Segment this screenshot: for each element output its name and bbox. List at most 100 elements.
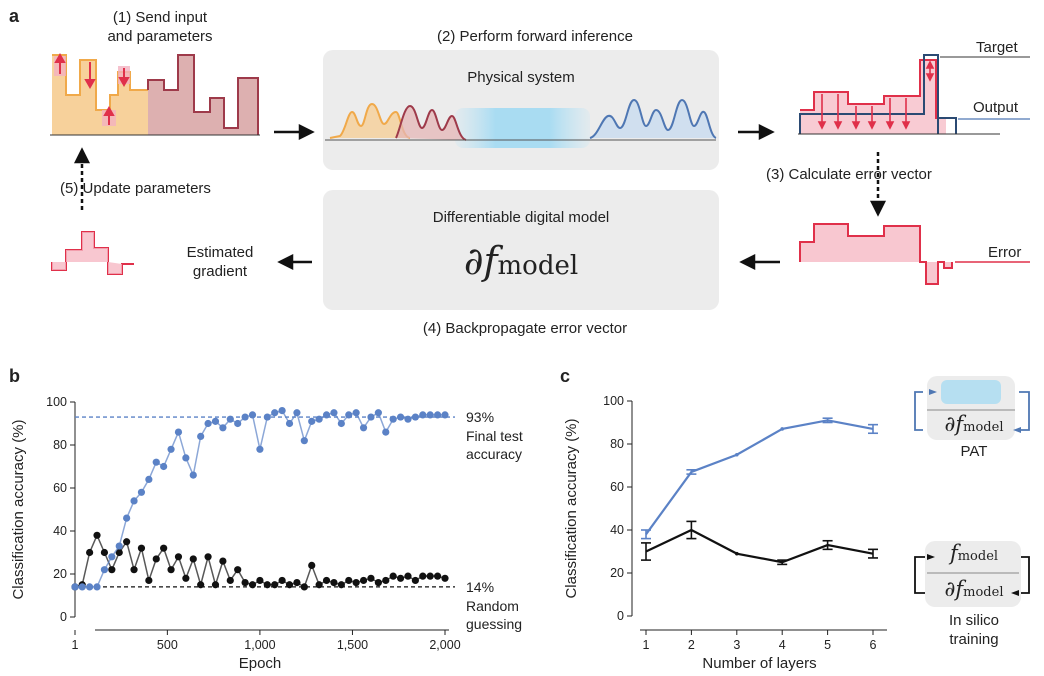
data-point-blue [167, 445, 175, 453]
x-axis-label-b: Epoch [239, 655, 282, 672]
data-point-black [345, 576, 353, 585]
data-point-blue [93, 583, 101, 591]
pat-icon-graphic [914, 376, 1030, 440]
data-point-black [145, 576, 153, 585]
data-point-blue [367, 413, 375, 421]
physical-system-waves [325, 98, 717, 148]
y-tick-label-b: 0 [60, 610, 67, 624]
data-point-black [389, 572, 397, 580]
data-point-black [86, 548, 94, 557]
target-output-plot [798, 54, 1030, 135]
in-silico-icon: fmodel ∂fmodel In silico training [905, 535, 1040, 660]
y-tick-label-b: 80 [53, 438, 67, 452]
data-point-blue [197, 432, 205, 440]
data-point-blue [160, 462, 168, 471]
insilico-df-math: ∂fmodel [929, 577, 1019, 601]
data-point-black [433, 572, 442, 580]
data-point-blue [189, 471, 197, 479]
panel-b-letter: b [9, 366, 20, 386]
x-tick-label-c: 5 [824, 638, 831, 652]
data-point-black [130, 566, 138, 574]
data-point-blue [241, 413, 249, 421]
estimated-gradient-label: Estimated gradient [170, 243, 270, 281]
data-point-black [137, 544, 146, 552]
data-point-blue [123, 514, 131, 522]
data-point-black [396, 574, 405, 582]
target-label: Target [976, 39, 1018, 56]
data-point-blue [211, 417, 220, 425]
data-point-black [100, 548, 109, 557]
pat-partial-f: ∂f [944, 412, 964, 436]
data-point-blue [145, 475, 153, 483]
data-point-black [411, 576, 419, 585]
data-point-black [374, 579, 382, 587]
data-point-blue [382, 428, 390, 436]
est-line2: gradient [192, 263, 248, 280]
data-point-blue [108, 553, 116, 561]
data-point-blue [419, 411, 427, 419]
data-point-blue [174, 428, 183, 436]
insilico-df-sub: model [963, 585, 1004, 600]
data-point-black [293, 579, 301, 587]
data-point-black [241, 579, 249, 587]
step2-label: (2) Perform forward inference [437, 28, 633, 45]
data-point-blue [256, 445, 264, 453]
data-point-black [226, 576, 234, 585]
digital-model-math: ∂fmodel [323, 238, 719, 289]
data-point-blue [226, 415, 234, 423]
data-point-blue [426, 411, 434, 419]
reference-value-label: 93% [466, 409, 494, 425]
data-point-blue [441, 411, 449, 419]
data-point-blue [137, 488, 146, 496]
data-point-blue [278, 407, 286, 415]
chart-b: 0 20 40 60 80 100 1 500 1,000 1,500 2,000 Epoch Clas… [10, 395, 523, 672]
data-point-blue [78, 583, 86, 591]
y-tick-label-c: 100 [603, 394, 624, 408]
digital-model-box [323, 190, 719, 310]
data-point-blue [271, 409, 279, 417]
pat-icon: ∂fmodel PAT [905, 370, 1040, 465]
x-tick-label-c: 6 [870, 638, 877, 652]
pat-model-sub: model [963, 420, 1004, 435]
data-point-blue [404, 415, 412, 423]
data-point-black [123, 538, 131, 546]
data-point-blue [204, 419, 212, 428]
data-point-blue [330, 409, 338, 417]
insilico-f: f [949, 541, 958, 565]
x-axis-label-c: Number of layers [702, 655, 816, 672]
data-point-blue [248, 411, 257, 419]
reference-note-line2: guessing [466, 616, 522, 632]
data-point-black [359, 576, 368, 585]
x-tick-label-c: 3 [733, 638, 740, 652]
x-tick-label-b: 2,000 [429, 638, 460, 652]
data-point-blue [293, 409, 301, 417]
data-point-blue [352, 409, 360, 417]
y-tick-label-b: 60 [53, 481, 67, 495]
x-tick-label-b: 1,000 [244, 638, 275, 652]
x-tick-label-b: 1,500 [337, 638, 368, 652]
data-point-black [419, 572, 427, 580]
data-point-black [271, 581, 279, 589]
data-point-black [322, 576, 331, 585]
chart-c: 0 20 40 60 80 100 1 2 3 4 5 6 Number of layers Classi… [563, 394, 887, 672]
est-line1: Estimated [186, 244, 254, 261]
data-point-blue [396, 413, 405, 421]
in-silico-icon-graphic [914, 541, 1030, 607]
input-parameter-plot [50, 52, 260, 136]
data-point-blue [411, 413, 419, 421]
data-point-black [152, 555, 160, 563]
physical-system-label: Physical system [467, 69, 575, 86]
y-axis-label-c: Classification accuracy (%) [563, 418, 580, 598]
data-point-black [174, 553, 183, 561]
output-label: Output [973, 99, 1019, 116]
data-point-black [108, 566, 116, 574]
step3-label: (3) Calculate error vector [766, 166, 932, 183]
data-point-black [352, 579, 360, 587]
x-tick-label-b: 500 [157, 638, 178, 652]
error-label: Error [988, 244, 1022, 261]
pat-label: PAT [960, 443, 988, 460]
data-point-black [330, 579, 338, 587]
data-point-blue [234, 419, 242, 428]
data-point-black [160, 544, 168, 552]
step5-label: (5) Update parameters [60, 180, 211, 197]
